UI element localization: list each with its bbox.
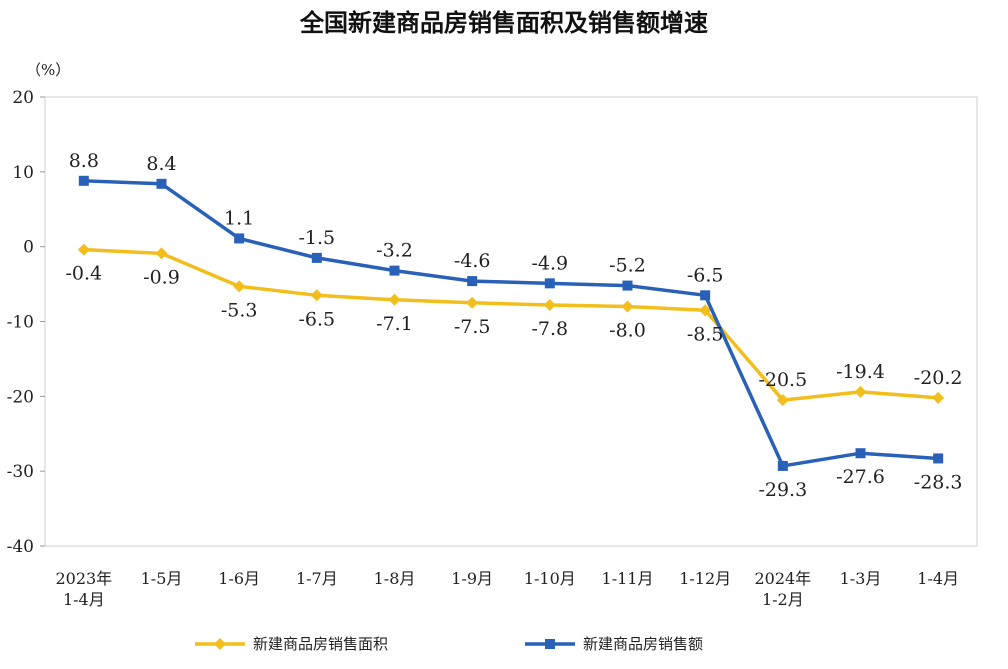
chart-title: 全国新建商品房销售面积及销售额增速 — [299, 9, 708, 37]
y-tick-label: -40 — [7, 537, 34, 557]
data-point-marker — [854, 385, 867, 398]
data-label: -29.3 — [758, 479, 807, 501]
data-label: -28.3 — [914, 471, 963, 493]
x-tick-label: 1-5月 — [141, 569, 183, 588]
data-point-marker — [310, 289, 323, 302]
data-point-marker — [388, 293, 401, 306]
data-point-marker — [699, 304, 712, 317]
data-label: -27.6 — [836, 466, 885, 488]
data-point-marker — [78, 175, 89, 186]
data-point-marker — [855, 448, 866, 459]
data-label: -3.2 — [376, 240, 413, 262]
data-label: -5.2 — [609, 255, 646, 277]
x-tick-label: 1-4月 — [63, 590, 105, 609]
data-label: 1.1 — [224, 207, 254, 229]
data-point-marker — [156, 178, 167, 189]
x-tick-label: 1-3月 — [840, 569, 882, 588]
legend-marker — [214, 638, 226, 650]
y-tick-label: -30 — [7, 462, 34, 482]
y-tick-label: -10 — [7, 313, 34, 333]
data-point-marker — [932, 391, 945, 404]
data-point-marker — [233, 280, 246, 293]
data-label: -19.4 — [836, 361, 885, 383]
data-label: -0.4 — [66, 263, 103, 285]
y-axis: 20 10 0 -10 -20 -30 -40 — [7, 88, 45, 557]
x-tick-label: 2024年 — [754, 569, 811, 588]
data-point-marker — [389, 265, 400, 276]
data-labels: -0.4 -0.9 -5.3 -6.5 -7.1 -7.5 -7.8 -8.0 -8.5 -20.… — [66, 150, 963, 501]
data-label: -4.9 — [532, 252, 569, 274]
y-tick-label: 20 — [12, 88, 34, 108]
series-line — [83, 247, 939, 402]
data-point-marker — [777, 460, 788, 471]
series-line — [83, 179, 939, 468]
data-point-marker — [234, 233, 245, 244]
data-point-marker — [466, 296, 479, 309]
data-label: -0.9 — [143, 266, 180, 288]
x-tick-label: 2023年 — [55, 569, 112, 588]
data-point-marker — [77, 243, 90, 256]
data-point-marker — [621, 300, 634, 313]
x-tick-label: 1-4月 — [917, 569, 959, 588]
data-label: -20.2 — [914, 367, 963, 389]
x-tick-label: 1-7月 — [296, 569, 338, 588]
data-point-marker — [933, 453, 944, 464]
x-tick-label: 1-8月 — [374, 569, 416, 588]
data-label: -1.5 — [299, 227, 336, 249]
data-label: -7.5 — [454, 316, 491, 338]
data-point-marker — [622, 280, 633, 291]
data-point-marker — [155, 247, 168, 260]
data-label: -7.8 — [532, 318, 569, 340]
data-label: -8.0 — [609, 320, 646, 342]
data-label: 8.4 — [146, 153, 176, 175]
legend-label: 新建商品房销售面积 — [253, 635, 388, 653]
x-tick-label: 1-11月 — [602, 569, 654, 588]
legend-label: 新建商品房销售额 — [583, 635, 703, 653]
data-point-marker — [700, 290, 711, 301]
data-point-marker — [311, 252, 322, 263]
x-axis: 2023年 1-4月 1-5月 1-6月 1-7月 1-8月 1-9月 1-10月 1-11月 1… — [55, 569, 959, 609]
data-label: -5.3 — [221, 299, 258, 321]
y-tick-label: -20 — [7, 387, 34, 407]
data-point-marker — [776, 394, 789, 407]
data-point-marker — [543, 299, 556, 312]
legend: 新建商品房销售面积 新建商品房销售额 — [195, 635, 703, 653]
data-label: -8.5 — [687, 323, 724, 345]
data-label: -6.5 — [687, 264, 724, 286]
series-layer — [77, 175, 945, 471]
legend-marker — [545, 639, 555, 649]
data-point-marker — [467, 276, 478, 287]
data-label: 8.8 — [69, 150, 99, 172]
data-point-marker — [544, 278, 555, 289]
x-tick-label: 1-2月 — [762, 590, 804, 609]
x-tick-label: 1-9月 — [451, 569, 493, 588]
data-label: -4.6 — [454, 250, 491, 272]
x-tick-label: 1-6月 — [218, 569, 260, 588]
data-label: -20.5 — [758, 369, 807, 391]
y-tick-label: 10 — [12, 163, 34, 183]
y-tick-label: 0 — [23, 238, 34, 258]
data-label: -6.5 — [299, 308, 336, 330]
x-tick-label: 1-12月 — [679, 569, 731, 588]
data-label: -7.1 — [376, 313, 413, 335]
x-tick-label: 1-10月 — [524, 569, 576, 588]
y-axis-unit: （%） — [26, 61, 70, 79]
